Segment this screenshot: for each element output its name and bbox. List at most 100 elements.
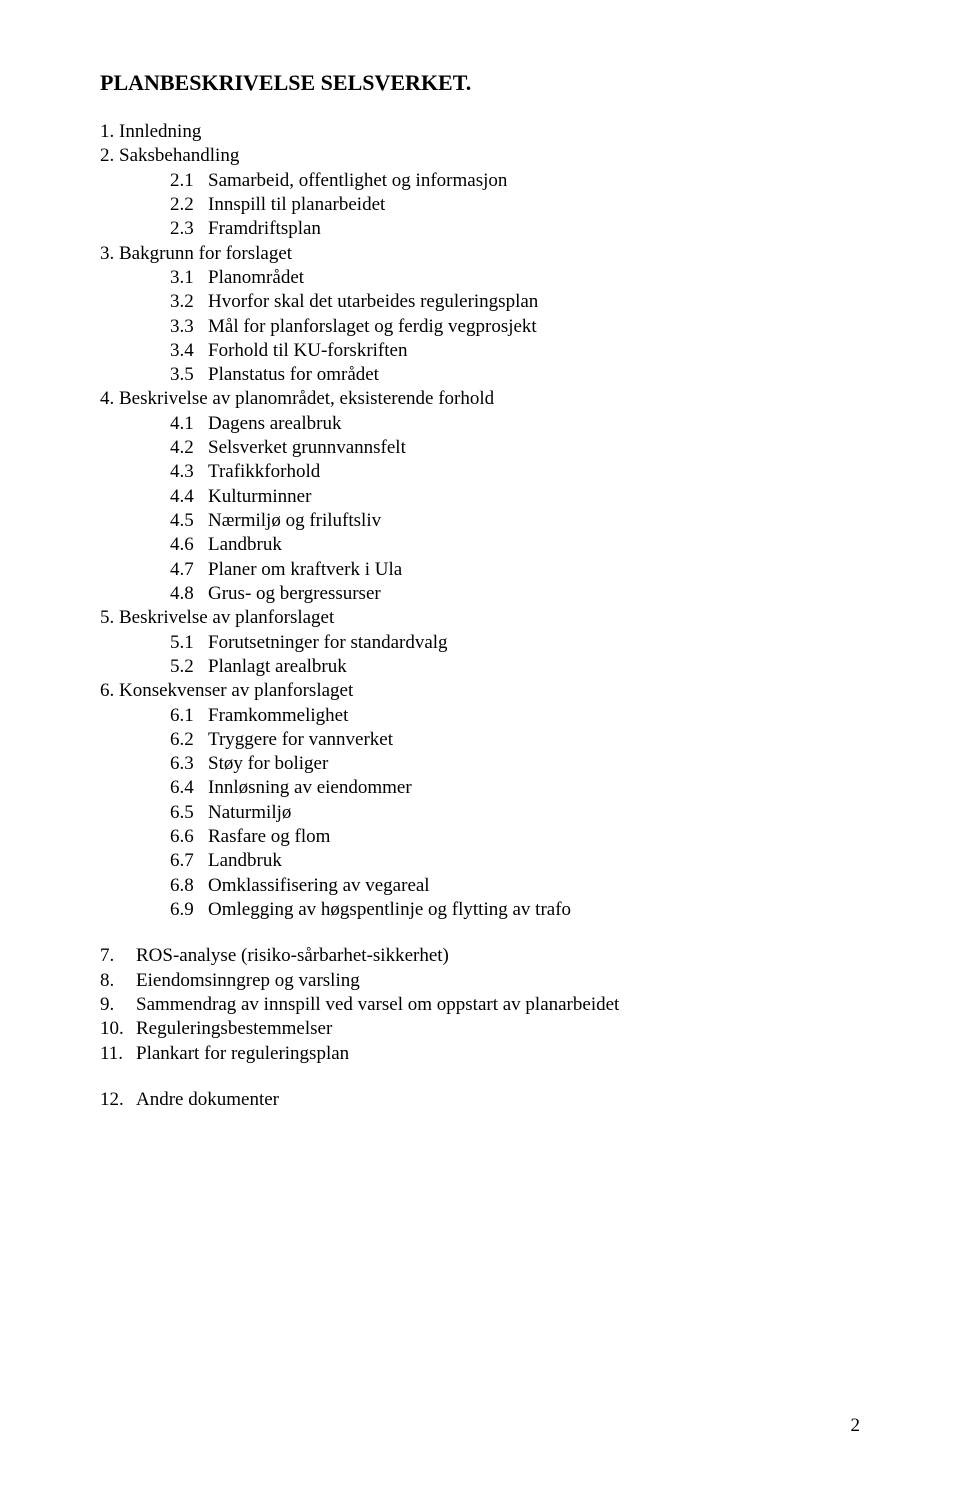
- toc-num: 6.2: [170, 728, 208, 752]
- toc-num: 5.: [100, 607, 114, 628]
- toc-num: 4.6: [170, 533, 208, 557]
- toc-num: 6.4: [170, 776, 208, 800]
- toc-num: 10.: [100, 1017, 136, 1041]
- toc-num: 6.1: [170, 704, 208, 728]
- toc-label: Konsekvenser av planforslaget: [119, 680, 353, 701]
- toc-item-4-8: 4.8Grus- og bergressurser: [170, 582, 860, 606]
- toc-num: 2.1: [170, 169, 208, 193]
- toc-num: 2.2: [170, 193, 208, 217]
- toc-item-5-2: 5.2Planlagt arealbruk: [170, 655, 860, 679]
- toc-item-5: 5. Beskrivelse av planforslaget: [100, 606, 860, 630]
- toc-num: 3.3: [170, 315, 208, 339]
- toc-item-12: 12.Andre dokumenter: [100, 1088, 860, 1112]
- toc-label: Planstatus for området: [208, 363, 379, 387]
- toc-label: Naturmiljø: [208, 801, 291, 825]
- table-of-contents: 1. Innledning 2. Saksbehandling 2.1Samar…: [100, 120, 860, 1112]
- toc-item-7: 7.ROS-analyse (risiko-sårbarhet-sikkerhe…: [100, 944, 860, 968]
- toc-item-6-8: 6.8Omklassifisering av vegareal: [170, 874, 860, 898]
- toc-item-6-5: 6.5Naturmiljø: [170, 801, 860, 825]
- toc-num: 8.: [100, 969, 136, 993]
- toc-num: 2.3: [170, 217, 208, 241]
- toc-label: Innledning: [119, 121, 201, 142]
- toc-item-6-1: 6.1Framkommelighet: [170, 704, 860, 728]
- toc-label: Andre dokumenter: [136, 1088, 279, 1112]
- toc-label: Selsverket grunnvannsfelt: [208, 436, 406, 460]
- toc-label: Sammendrag av innspill ved varsel om opp…: [136, 993, 619, 1017]
- page-number: 2: [851, 1415, 861, 1437]
- toc-item-3-1: 3.1Planområdet: [170, 266, 860, 290]
- toc-item-6: 6. Konsekvenser av planforslaget: [100, 679, 860, 703]
- toc-num: 4.8: [170, 582, 208, 606]
- toc-label: Nærmiljø og friluftsliv: [208, 509, 381, 533]
- toc-item-6-9: 6.9Omlegging av høgspentlinje og flyttin…: [170, 898, 860, 922]
- toc-item-1: 1. Innledning: [100, 120, 860, 144]
- toc-label: Støy for boliger: [208, 752, 328, 776]
- toc-num: 7.: [100, 944, 136, 968]
- toc-label: Forutsetninger for standardvalg: [208, 631, 448, 655]
- toc-item-4-6: 4.6Landbruk: [170, 533, 860, 557]
- toc-item-9: 9.Sammendrag av innspill ved varsel om o…: [100, 993, 860, 1017]
- toc-item-2: 2. Saksbehandling: [100, 144, 860, 168]
- toc-num: 12.: [100, 1088, 136, 1112]
- toc-num: 6.7: [170, 849, 208, 873]
- toc-label: Framdriftsplan: [208, 217, 321, 241]
- toc-label: Landbruk: [208, 849, 282, 873]
- toc-num: 4.5: [170, 509, 208, 533]
- toc-item-4-3: 4.3Trafikkforhold: [170, 460, 860, 484]
- toc-item-4-1: 4.1Dagens arealbruk: [170, 412, 860, 436]
- toc-item-6-7: 6.7Landbruk: [170, 849, 860, 873]
- toc-label: Mål for planforslaget og ferdig vegprosj…: [208, 315, 537, 339]
- toc-item-4-4: 4.4Kulturminner: [170, 485, 860, 509]
- toc-label: Planer om kraftverk i Ula: [208, 558, 402, 582]
- toc-num: 9.: [100, 993, 136, 1017]
- toc-item-2-3: 2.3Framdriftsplan: [170, 217, 860, 241]
- toc-label: Reguleringsbestemmelser: [136, 1017, 332, 1041]
- toc-label: Bakgrunn for forslaget: [119, 243, 292, 264]
- toc-label: Planområdet: [208, 266, 304, 290]
- toc-label: Plankart for reguleringsplan: [136, 1042, 349, 1066]
- toc-item-4: 4. Beskrivelse av planområdet, eksistere…: [100, 387, 860, 411]
- toc-label: Framkommelighet: [208, 704, 348, 728]
- toc-label: Saksbehandling: [119, 145, 239, 166]
- toc-label: Omlegging av høgspentlinje og flytting a…: [208, 898, 571, 922]
- toc-num: 6.8: [170, 874, 208, 898]
- toc-item-3-4: 3.4Forhold til KU-forskriften: [170, 339, 860, 363]
- toc-item-10: 10.Reguleringsbestemmelser: [100, 1017, 860, 1041]
- toc-label: Trafikkforhold: [208, 460, 320, 484]
- toc-num: 3.: [100, 243, 114, 264]
- toc-label: Forhold til KU-forskriften: [208, 339, 407, 363]
- toc-item-3-3: 3.3Mål for planforslaget og ferdig vegpr…: [170, 315, 860, 339]
- toc-num: 1.: [100, 121, 114, 142]
- toc-item-6-3: 6.3Støy for boliger: [170, 752, 860, 776]
- toc-num: 2.: [100, 145, 114, 166]
- toc-label: Landbruk: [208, 533, 282, 557]
- toc-item-3-2: 3.2Hvorfor skal det utarbeides regulerin…: [170, 290, 860, 314]
- toc-label: Tryggere for vannverket: [208, 728, 393, 752]
- toc-label: ROS-analyse (risiko-sårbarhet-sikkerhet): [136, 944, 449, 968]
- toc-num: 4.1: [170, 412, 208, 436]
- toc-item-2-1: 2.1Samarbeid, offentlighet og informasjo…: [170, 169, 860, 193]
- spacer: [100, 922, 860, 944]
- toc-item-5-1: 5.1Forutsetninger for standardvalg: [170, 631, 860, 655]
- page-title: PLANBESKRIVELSE SELSVERKET.: [100, 70, 860, 96]
- toc-num: 4.2: [170, 436, 208, 460]
- toc-item-8: 8.Eiendomsinngrep og varsling: [100, 969, 860, 993]
- toc-label: Omklassifisering av vegareal: [208, 874, 430, 898]
- toc-item-6-6: 6.6Rasfare og flom: [170, 825, 860, 849]
- toc-num: 6.6: [170, 825, 208, 849]
- toc-item-6-4: 6.4Innløsning av eiendommer: [170, 776, 860, 800]
- toc-num: 3.2: [170, 290, 208, 314]
- toc-num: 3.1: [170, 266, 208, 290]
- toc-label: Dagens arealbruk: [208, 412, 341, 436]
- toc-item-4-7: 4.7Planer om kraftverk i Ula: [170, 558, 860, 582]
- toc-label: Rasfare og flom: [208, 825, 330, 849]
- toc-num: 6.9: [170, 898, 208, 922]
- document-page: PLANBESKRIVELSE SELSVERKET. 1. Innlednin…: [0, 0, 960, 1112]
- toc-label: Grus- og bergressurser: [208, 582, 381, 606]
- toc-label: Kulturminner: [208, 485, 311, 509]
- toc-item-2-2: 2.2Innspill til planarbeidet: [170, 193, 860, 217]
- toc-num: 4.: [100, 388, 114, 409]
- toc-label: Innspill til planarbeidet: [208, 193, 385, 217]
- toc-item-3: 3. Bakgrunn for forslaget: [100, 242, 860, 266]
- toc-label: Innløsning av eiendommer: [208, 776, 412, 800]
